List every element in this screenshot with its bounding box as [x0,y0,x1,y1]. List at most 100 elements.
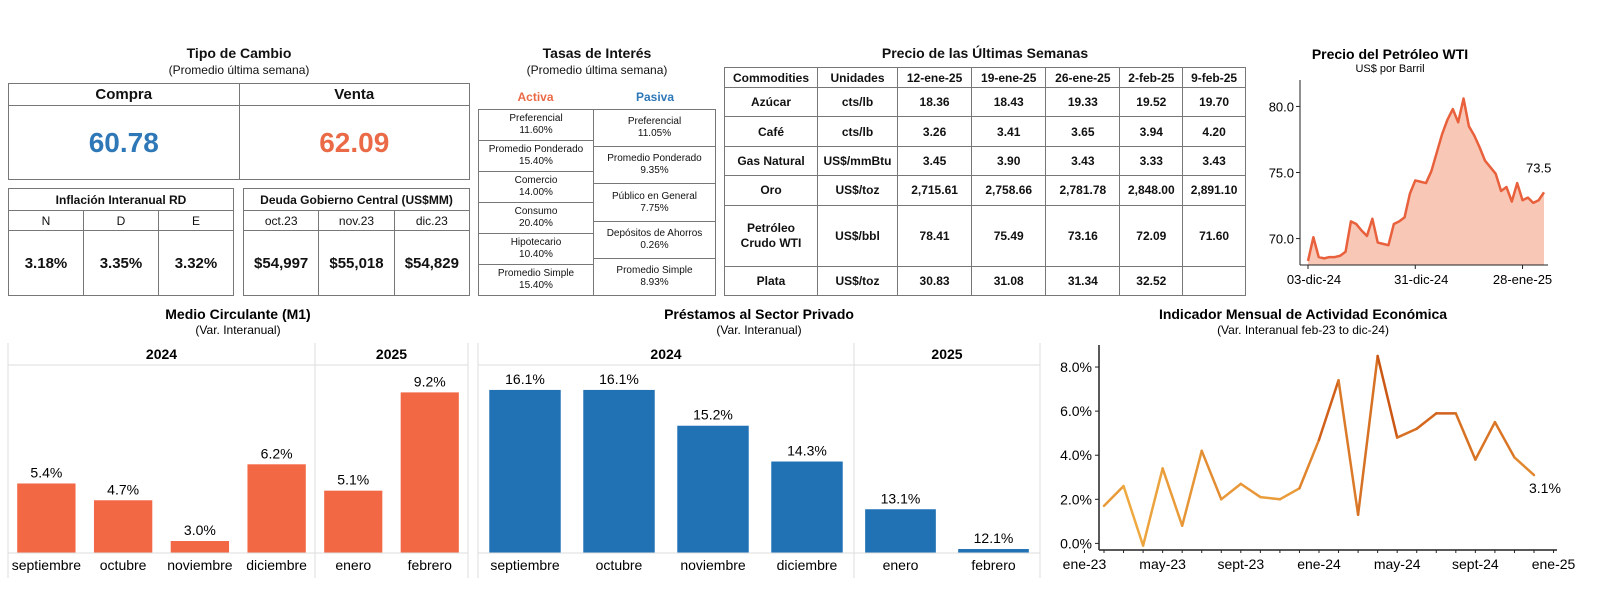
fx-subtitle: (Promedio última semana) [168,63,310,77]
rate-item-value: 15.40% [519,156,553,167]
column-header: 19-ene-25 [971,67,1047,88]
commodity-value: 2,715.61 [896,175,973,206]
x-tick-label: febrero [971,557,1016,573]
y-tick-label: 6.0% [1060,403,1092,419]
chart-title: Medio Circulante (M1) [165,306,310,322]
x-tick-label: septiembre [12,557,81,573]
bar-value-label: 16.1% [505,371,545,387]
x-tick-label: noviembre [680,557,746,573]
commodity-name: Oro [724,175,818,206]
series-segment [1141,467,1164,547]
bar-value-label: 4.7% [107,481,139,497]
x-tick-label: enero [335,557,371,573]
rate-item: Promedio Ponderado 9.35% [594,146,715,183]
series-segment [1102,484,1125,508]
bar-value-label: 12.1% [974,530,1014,546]
fx-compra: Compra 60.78 [9,84,239,179]
bar [170,541,230,553]
commodity-name: Plata [724,265,818,297]
series-segment [1454,412,1477,461]
inflation-title: Inflación Interanual RD [8,188,234,211]
inflation-value: 3.35% [82,230,159,296]
series-segment [1298,438,1321,490]
x-tick-label: 31-dic-24 [1394,272,1448,287]
loans-chart: Préstamos al Sector Privado(Var. Interan… [477,306,1041,578]
inflation-value: 3.18% [8,230,84,296]
commodity-name: Gas Natural [724,145,818,177]
commodity-value: 2,891.10 [1182,175,1246,206]
x-tick-label: 28-ene-25 [1493,272,1552,287]
rate-item: Hipotecario 10.40% [479,233,593,264]
rate-item-label: Público en General [611,190,698,202]
rate-item: Depósitos de Ahorros 0.26% [594,220,715,258]
chart-subtitle: (Var. Interanual feb-23 to dic-24) [1217,323,1389,337]
series-segment [1376,354,1399,439]
fx-panel: Compra 60.78 Venta 62.09 [8,83,470,180]
commodity-unit: cts/lb [817,116,898,147]
debt-title: Deuda Gobierno Central (US$MM) [243,188,470,211]
rates-subtitle: (Promedio última semana) [526,63,668,77]
bar-value-label: 5.4% [30,464,62,480]
bar [958,549,1029,553]
rate-item-label: Promedio Ponderado [607,153,702,165]
bar [247,464,306,553]
series-segment [1180,449,1203,528]
commodity-name: Petróleo Crudo WTI [724,204,818,267]
commodity-unit: US$/bbl [817,204,898,267]
bar-value-label: 6.2% [261,445,293,461]
area-fill [1308,98,1544,265]
x-tick-label: diciembre [246,557,307,573]
last-value-label: 73.5 [1526,160,1551,175]
series-segment [1493,420,1516,459]
x-tick-label: ene-24 [1297,556,1341,572]
bar-value-label: 14.3% [787,443,827,459]
rate-item: Promedio Simple 8.93% [594,257,715,295]
chart-title: Préstamos al Sector Privado [664,306,854,322]
rate-item: Preferencial 11.60% [479,110,593,140]
series-segment [1395,427,1418,439]
m1-chart: Medio Circulante (M1)(Var. Interanual) 20… [7,306,469,578]
bar [324,490,383,553]
y-tick-label: 2.0% [1060,491,1092,507]
fx-compra-label: Compra [9,84,239,106]
bar [93,500,153,553]
rate-item: Preferencial 11.05% [594,110,715,146]
y-tick-label: 8.0% [1060,359,1092,375]
series-segment [1513,456,1536,477]
table-row: Azúcar cts/lb 18.36 18.43 19.33 19.52 19… [724,86,1246,118]
rate-item-value: 15.40% [519,280,553,291]
series-segment [1122,484,1145,547]
commodity-value: 4.20 [1182,116,1246,147]
commodity-value: 73.16 [1045,204,1121,267]
commodity-value: 2,781.78 [1045,175,1121,206]
x-tick-label: sept-24 [1452,556,1499,572]
x-tick-label: may-23 [1139,556,1186,572]
bar [400,392,459,553]
rate-item-label: Promedio Ponderado [488,144,584,155]
x-tick-label: octubre [596,557,643,573]
bar [583,389,655,553]
x-tick-label: septiembre [490,557,559,573]
x-tick-label: may-24 [1374,556,1421,572]
commodities-title: Precio de las Últimas Semanas [881,45,1089,61]
fx-venta: Venta 62.09 [238,84,469,179]
bar [771,461,843,553]
group-label: 2024 [146,346,177,362]
x-tick-label: enero [883,557,919,573]
commodity-value: 2,848.00 [1119,175,1184,206]
debt-month: oct.23 [242,210,320,231]
table-row: Petróleo Crudo WTI US$/bbl 78.41 75.49 7… [724,204,1246,267]
commodity-value: 78.41 [896,204,973,267]
commodity-value: 19.33 [1045,86,1121,118]
rate-item-label: Preferencial [509,113,563,124]
series-segment [1161,467,1184,528]
commodity-value [1182,265,1246,297]
inflation-month: E [157,210,235,231]
commodity-value: 18.43 [971,86,1047,118]
series-segment [1220,482,1243,501]
column-header: Unidades [817,67,898,88]
series-segment [1200,449,1223,501]
chart-subtitle: (Var. Interanual) [716,323,801,337]
last-value-label: 3.1% [1529,480,1561,496]
x-tick-label: ene-25 [1532,556,1576,572]
